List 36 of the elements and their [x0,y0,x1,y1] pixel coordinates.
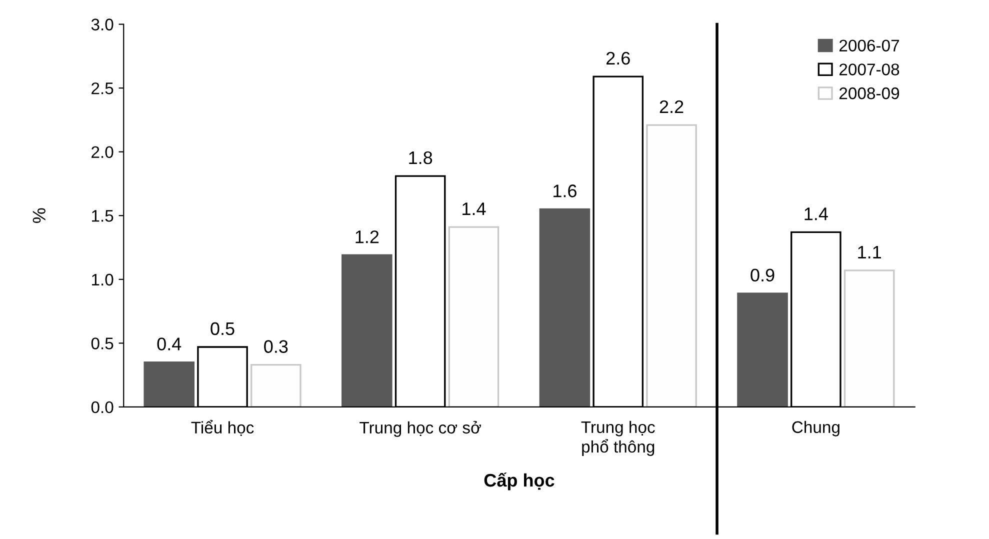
data-label: 0.3 [264,340,288,353]
legend-label: 2008-09 [840,87,900,100]
data-label: 2.6 [606,52,630,65]
y-tick-label: 2.0 [92,146,114,158]
data-label: 1.4 [804,208,828,220]
data-label: 2.2 [660,100,684,113]
bar [250,364,302,407]
data-label: 0.4 [157,338,182,350]
x-tick-label: Chung [792,420,840,436]
y-tick-label: 1.0 [92,274,114,286]
legend-label: 2006-07 [840,40,899,52]
y-tick-label: 0.0 [91,401,114,414]
data-label: 0.9 [750,268,774,282]
bar [448,226,500,407]
bar [844,270,895,407]
bar [342,254,392,407]
data-label: 0.5 [210,322,234,336]
x-tick-label: Trung học phổ thông [581,420,655,456]
y-tick-label: 1.5 [92,210,114,222]
data-label: 1.1 [858,246,881,258]
x-tick-label: Tiểu học [191,420,254,436]
data-label: 1.4 [462,202,486,215]
y-tick-label: 3.0 [91,18,114,30]
y-tick-label: 0.5 [91,338,114,350]
bar [539,208,590,407]
y-axis-title: % [32,208,46,223]
y-tick-label: 2.5 [92,82,114,94]
data-label: 1.2 [356,230,379,244]
bar [144,361,195,407]
x-axis-title: Cấp học [484,472,554,490]
data-label: 1.6 [554,184,576,198]
x-tick-label: Trung học cơ sở [360,420,481,437]
bar [646,124,697,407]
data-label: 1.8 [409,151,432,164]
legend-label: 2007-08 [840,64,900,76]
bar [737,292,788,407]
